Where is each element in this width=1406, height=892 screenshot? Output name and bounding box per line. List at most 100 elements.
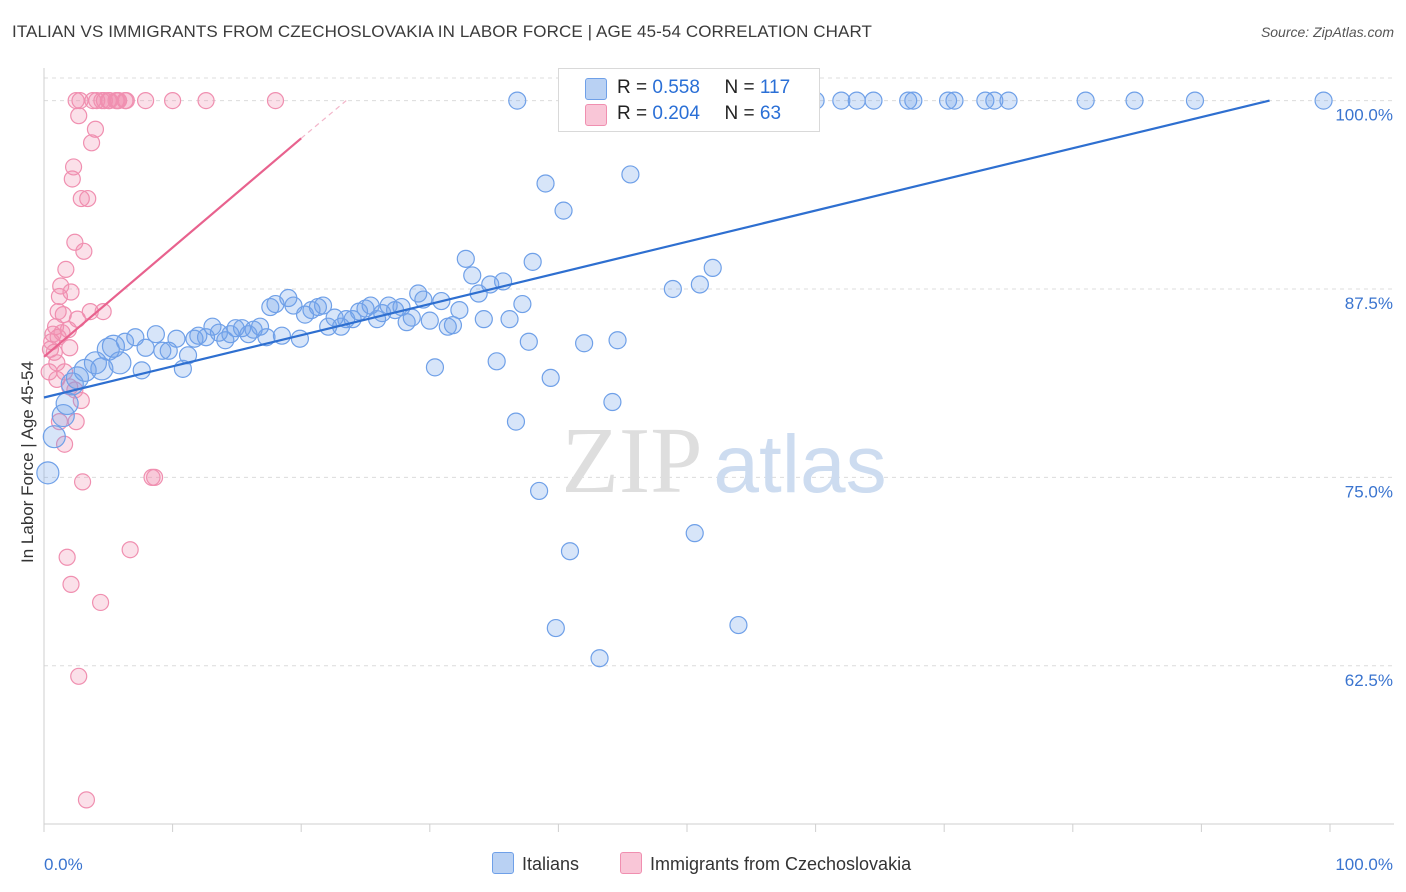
- data-point-italians: [1314, 91, 1333, 110]
- watermark-atlas: atlas: [713, 419, 886, 510]
- data-point-czechoslovakia: [75, 242, 93, 260]
- y-axis-label: In Labor Force | Age 45-54: [18, 361, 37, 563]
- data-point-czechoslovakia: [94, 302, 112, 321]
- data-point-czechoslovakia: [58, 548, 76, 566]
- legend-r-value-czechoslovakia: 0.204: [652, 103, 700, 124]
- data-point-italians: [864, 91, 883, 110]
- legend-n-value-italians: 117: [759, 77, 791, 98]
- data-point-italians: [590, 649, 609, 668]
- axes: [43, 68, 1394, 832]
- data-point-italians: [487, 352, 506, 371]
- data-point-italians: [690, 275, 709, 294]
- bottom-legend-czechoslovakia: Immigrants from Czechoslovakia: [620, 852, 911, 875]
- data-point-italians: [55, 391, 79, 416]
- data-point-italians: [108, 351, 132, 375]
- chart-title: ITALIAN VS IMMIGRANTS FROM CZECHOSLOVAKI…: [12, 22, 873, 41]
- data-point-italians: [456, 249, 475, 268]
- data-point-italians: [554, 201, 573, 220]
- data-point-czechoslovakia: [117, 92, 135, 110]
- data-point-italians: [985, 91, 1004, 110]
- legend-n-value-czechoslovakia: 63: [759, 103, 782, 124]
- data-point-italians: [519, 332, 538, 351]
- data-point-italians: [36, 461, 60, 485]
- data-point-italians: [356, 299, 375, 318]
- data-point-italians: [115, 332, 135, 351]
- data-point-czechoslovakia: [70, 667, 88, 685]
- data-point-italians: [536, 174, 555, 193]
- legend-swatch-italians: [585, 78, 607, 100]
- data-point-italians: [685, 524, 704, 543]
- data-point-czechoslovakia: [82, 134, 101, 152]
- data-point-italians: [608, 331, 627, 350]
- data-point-italians: [832, 91, 851, 110]
- data-point-italians: [420, 311, 439, 330]
- data-point-czechoslovakia: [71, 92, 89, 110]
- data-point-italians: [1076, 91, 1095, 110]
- data-point-italians: [847, 91, 866, 110]
- data-point-italians: [506, 412, 526, 431]
- bottom-legend-swatch-czechoslovakia: [620, 852, 642, 874]
- data-point-czechoslovakia: [164, 92, 182, 110]
- trend-line-czechoslovakia: [43, 137, 302, 358]
- data-point-italians: [425, 358, 445, 377]
- y-tick-label: 75.0%: [1345, 482, 1393, 501]
- legend-r-label: R =: [617, 77, 648, 98]
- data-point-italians: [575, 334, 594, 353]
- legend-n-label: N =: [724, 103, 755, 124]
- data-point-italians: [463, 266, 482, 285]
- legend-r-label: R =: [617, 103, 648, 124]
- data-point-czechoslovakia: [266, 92, 285, 110]
- data-point-italians: [178, 346, 198, 365]
- data-point-italians: [999, 91, 1018, 110]
- data-point-italians: [250, 317, 270, 336]
- data-point-czechoslovakia: [136, 92, 155, 110]
- data-point-czechoslovakia: [77, 791, 96, 809]
- data-point-italians: [450, 300, 469, 320]
- data-point-italians: [153, 341, 172, 360]
- tick-labels: 62.5% 75.0% 87.5% 100.0% 0.0% 100.0%: [44, 106, 1393, 874]
- data-point-italians: [261, 297, 280, 317]
- data-point-czechoslovakia: [62, 283, 80, 301]
- series-italians-points: [36, 91, 1333, 668]
- data-point-czechoslovakia: [64, 158, 83, 176]
- data-point-italians: [443, 316, 463, 335]
- data-point-czechoslovakia: [66, 233, 84, 251]
- data-point-italians: [508, 91, 527, 110]
- data-point-czechoslovakia: [121, 541, 139, 559]
- watermark-zip: ZIP: [562, 409, 703, 513]
- data-point-italians: [474, 310, 493, 329]
- trend-line-italians: [43, 99, 1270, 399]
- trend-lines: [43, 99, 1270, 399]
- data-point-czechoslovakia: [145, 468, 164, 486]
- data-point-italians: [560, 542, 580, 561]
- legend-r-value-italians: 0.558: [652, 77, 700, 98]
- data-point-italians: [904, 91, 923, 110]
- data-point-czechoslovakia: [61, 339, 79, 357]
- data-point-czechoslovakia: [73, 473, 92, 491]
- data-point-italians: [621, 165, 640, 184]
- series-czechoslovakia-points: [40, 92, 285, 809]
- data-point-czechoslovakia: [70, 107, 88, 125]
- data-point-czechoslovakia: [86, 120, 105, 138]
- data-point-italians: [313, 296, 333, 315]
- watermark: ZIP atlas: [562, 409, 887, 513]
- data-point-italians: [546, 618, 565, 638]
- data-point-czechoslovakia: [52, 277, 70, 295]
- correlation-legend: R = 0.558 N = 117 R = 0.204 N = 63: [558, 68, 820, 132]
- data-point-czechoslovakia: [62, 575, 80, 593]
- bottom-legend-label-czechoslovakia: Immigrants from Czechoslovakia: [650, 854, 912, 874]
- y-tick-label: 87.5%: [1345, 294, 1393, 313]
- data-point-italians: [523, 252, 542, 271]
- data-point-italians: [663, 279, 682, 299]
- data-point-italians: [146, 325, 165, 344]
- data-point-italians: [603, 392, 622, 412]
- data-point-italians: [42, 425, 66, 449]
- y-tick-label: 62.5%: [1345, 671, 1393, 690]
- data-point-italians: [500, 310, 519, 329]
- legend-swatch-czechoslovakia: [585, 104, 607, 126]
- bottom-legend-italians: Italians: [492, 852, 579, 875]
- data-point-czechoslovakia: [57, 260, 75, 278]
- data-point-italians: [1185, 91, 1205, 110]
- x-tick-label: 100.0%: [1335, 855, 1393, 874]
